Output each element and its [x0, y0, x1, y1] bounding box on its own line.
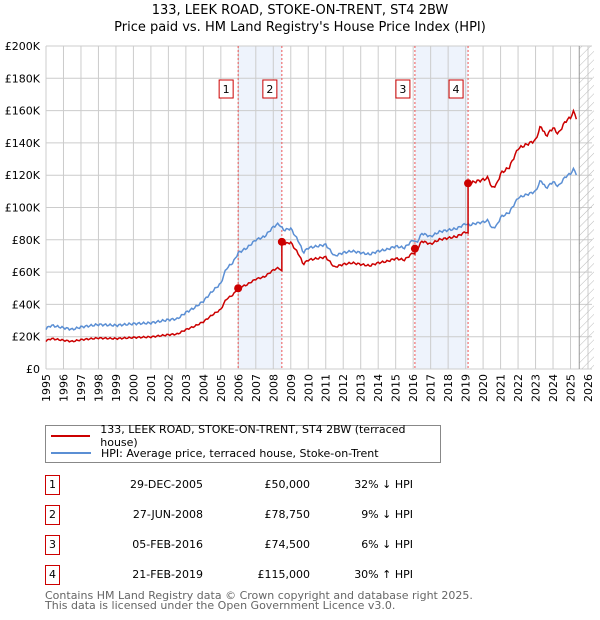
x-tick-label: 2001: [145, 374, 158, 402]
x-tick-label: 1995: [40, 374, 53, 402]
x-tick-label: 2000: [127, 374, 140, 402]
sale-number-box: [395, 79, 411, 99]
sale-number-box: [218, 79, 234, 99]
footer-line-1: Contains HM Land Registry data © Crown c…: [45, 589, 473, 602]
chart-subtitle: Price paid vs. HM Land Registry's House …: [114, 20, 486, 35]
sale-hpi-diff: 6% ↓ HPI: [361, 538, 413, 551]
y-tick-label: £200K: [5, 40, 41, 53]
legend-item-hpi: HPI: Average price, terraced house, Stok…: [51, 445, 379, 461]
x-tick-label: 2010: [302, 374, 315, 402]
y-tick-label: £160K: [5, 105, 41, 118]
sale-price: £50,000: [264, 478, 311, 491]
y-tick-label: £40K: [12, 298, 41, 311]
sale-number-label: 2: [266, 83, 273, 96]
sale-point: [464, 179, 473, 188]
x-tick-label: 2015: [390, 374, 403, 402]
sale-price: £74,500: [264, 538, 311, 551]
x-tick-label: 2014: [372, 374, 385, 402]
sale-hpi-diff: 32% ↓ HPI: [354, 478, 413, 491]
x-tick-label: 2022: [512, 374, 525, 402]
sale-row: 4 21-FEB-2019 £115,000 30% ↑ HPI: [45, 565, 465, 585]
x-tick-label: 2002: [162, 374, 175, 402]
legend-swatch-hpi: [51, 452, 91, 454]
sale-hpi-diff: 30% ↑ HPI: [354, 568, 413, 581]
sale-number: 2: [45, 505, 60, 525]
x-tick-label: 2026: [582, 374, 595, 402]
sale-price: £78,750: [264, 508, 311, 521]
legend-item-property: 133, LEEK ROAD, STOKE-ON-TRENT, ST4 2BW …: [51, 423, 440, 449]
y-tick-label: £100K: [5, 202, 41, 215]
sale-hpi-diff: 9% ↓ HPI: [361, 508, 413, 521]
x-tick-label: 2012: [337, 374, 350, 402]
x-tick-label: 2020: [477, 374, 490, 402]
sale-number-box: [448, 79, 464, 99]
sale-date: 21-FEB-2019: [132, 568, 203, 581]
x-tick-label: 2009: [285, 374, 298, 402]
y-tick-label: £120K: [5, 169, 41, 182]
y-tick-label: £60K: [12, 266, 41, 279]
property-price-line: [45, 108, 578, 343]
chart-title: 133, LEEK ROAD, STOKE-ON-TRENT, ST4 2BW: [151, 3, 449, 18]
sale-number-label: 1: [223, 83, 230, 96]
x-tick-label: 2005: [215, 374, 228, 402]
sale-number-box: [262, 79, 278, 99]
x-tick-label: 1997: [75, 374, 88, 402]
legend-label-hpi: HPI: Average price, terraced house, Stok…: [101, 446, 379, 460]
x-tick-label: 2018: [442, 374, 455, 402]
x-tick-label: 1998: [92, 374, 105, 402]
y-tick-label: £180K: [5, 72, 41, 85]
sale-date: 05-FEB-2016: [132, 538, 203, 551]
sale-date: 27-JUN-2008: [132, 508, 203, 521]
y-tick-label: £140K: [5, 137, 41, 150]
sale-point: [277, 237, 286, 246]
x-tick-label: 2019: [460, 374, 473, 402]
sale-row: 1 29-DEC-2005 £50,000 32% ↓ HPI: [45, 475, 465, 495]
sale-price: £115,000: [257, 568, 311, 581]
sale-number: 1: [45, 475, 60, 495]
price-chart: 1995 1996 1997 1998 1999 2000 2001 2002 2003 2004…: [5, 40, 595, 402]
legend-label-property: 133, LEEK ROAD, STOKE-ON-TRENT, ST4 2BW …: [100, 423, 406, 449]
sale-number: 3: [45, 535, 60, 555]
x-tick-label: 2016: [407, 374, 420, 402]
x-tick-label: 2011: [320, 374, 333, 402]
sale-number-label: 4: [453, 83, 460, 96]
sale-point: [410, 244, 419, 253]
x-tick-label: 2007: [250, 374, 263, 402]
sale-row: 3 05-FEB-2016 £74,500 6% ↓ HPI: [45, 535, 465, 555]
sale-date: 29-DEC-2005: [129, 478, 203, 491]
x-tick-label: 2025: [565, 374, 578, 402]
x-tick-label: 2023: [530, 374, 543, 402]
y-tick-label: £20K: [12, 331, 41, 344]
sale-point: [234, 284, 243, 293]
x-tick-label: 2021: [495, 374, 508, 402]
legend-swatch-property: [51, 435, 91, 437]
footer-line-2: This data is licensed under the Open Gov…: [45, 599, 396, 612]
sale-row: 2 27-JUN-2008 £78,750 9% ↓ HPI: [45, 505, 465, 525]
forecast-hatch: [579, 46, 594, 369]
x-tick-label: 2024: [547, 374, 560, 402]
hpi-line: [45, 166, 578, 331]
x-tick-label: 2006: [232, 374, 245, 402]
sale-number-label: 3: [399, 83, 406, 96]
x-tick-label: 2004: [197, 374, 210, 402]
x-tick-label: 2017: [425, 374, 438, 402]
x-tick-label: 2008: [267, 374, 280, 402]
y-tick-label: £80K: [12, 234, 41, 247]
x-tick-label: 2003: [180, 374, 193, 402]
x-tick-label: 1999: [110, 374, 123, 402]
x-tick-label: 2013: [355, 374, 368, 402]
x-tick-label: 1996: [57, 374, 70, 402]
y-tick-label: £0: [26, 363, 40, 376]
legend: 133, LEEK ROAD, STOKE-ON-TRENT, ST4 2BW …: [45, 423, 441, 463]
sale-number: 4: [45, 565, 60, 585]
